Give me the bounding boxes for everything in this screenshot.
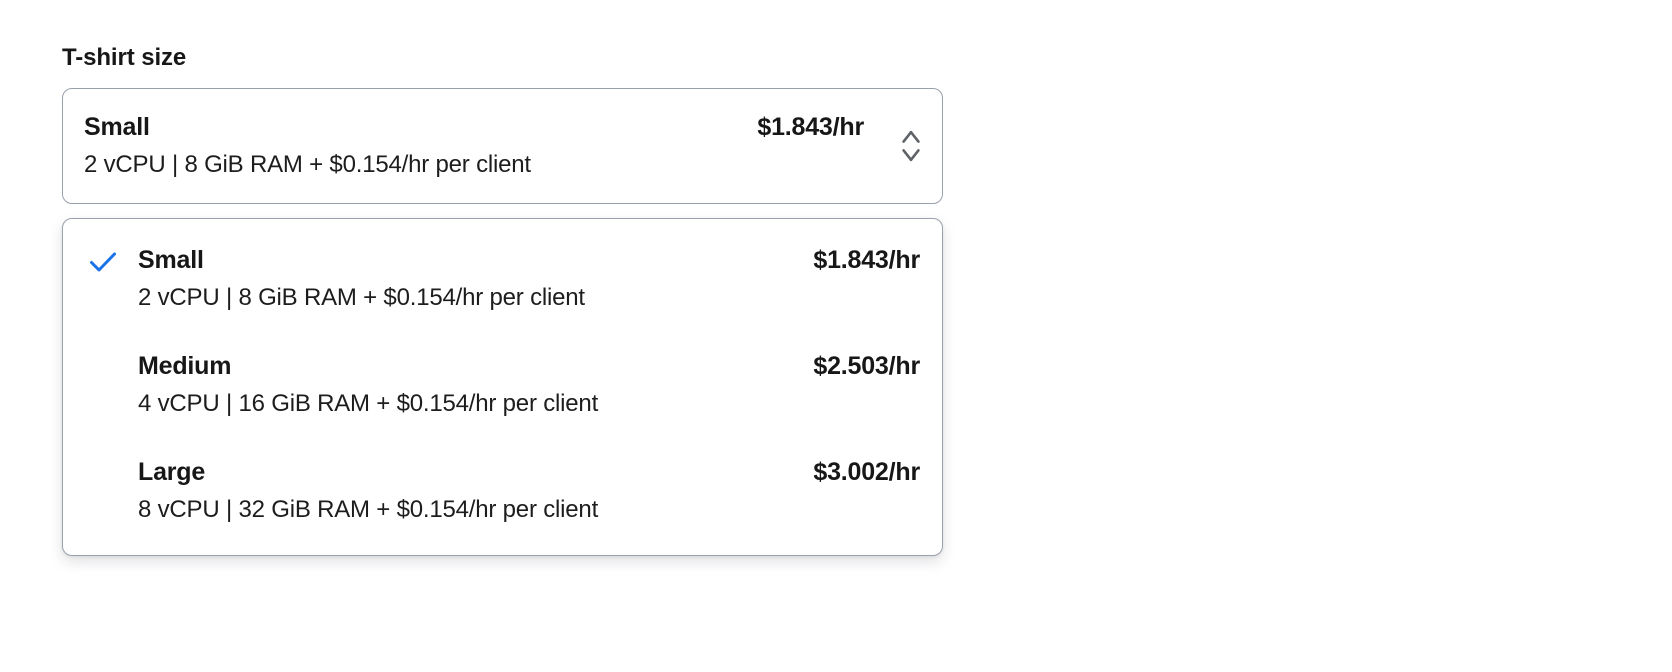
option-description: 8 vCPU | 32 GiB RAM + $0.154/hr per clie… xyxy=(138,496,599,523)
option-name: Large xyxy=(138,458,206,486)
option-description: 4 vCPU | 16 GiB RAM + $0.154/hr per clie… xyxy=(138,390,599,417)
selected-option-name: Small xyxy=(84,113,150,141)
selected-option-description: 2 vCPU | 8 GiB RAM + $0.154/hr per clien… xyxy=(84,151,531,178)
dropdown-option-small[interactable]: Small $1.843/hr 2 vCPU | 8 GiB RAM + $0.… xyxy=(84,245,920,313)
option-name: Small xyxy=(138,246,204,274)
select-trigger-row: Small $1.843/hr xyxy=(84,112,920,142)
dropdown-panel: Small $1.843/hr 2 vCPU | 8 GiB RAM + $0.… xyxy=(62,218,943,556)
option-price: $2.503/hr xyxy=(813,352,920,380)
option-row: Large $3.002/hr xyxy=(138,457,920,487)
option-price: $3.002/hr xyxy=(813,458,920,486)
check-icon xyxy=(90,252,116,272)
option-row: Medium $2.503/hr xyxy=(138,351,920,381)
field-label: T-shirt size xyxy=(62,44,187,71)
option-price: $1.843/hr xyxy=(813,246,920,274)
option-name: Medium xyxy=(138,352,232,380)
dropdown-option-medium[interactable]: Medium $2.503/hr 4 vCPU | 16 GiB RAM + $… xyxy=(84,351,920,419)
option-row: Small $1.843/hr xyxy=(138,245,920,275)
option-description: 2 vCPU | 8 GiB RAM + $0.154/hr per clien… xyxy=(138,284,585,311)
dropdown-option-large[interactable]: Large $3.002/hr 8 vCPU | 32 GiB RAM + $0… xyxy=(84,457,920,525)
t-shirt-size-selector: T-shirt size Small $1.843/hr 2 vCPU | 8 … xyxy=(62,44,962,556)
selected-option-price: $1.843/hr xyxy=(757,113,864,141)
stepper-up-down-icon[interactable] xyxy=(900,129,922,163)
select-trigger[interactable]: Small $1.843/hr 2 vCPU | 8 GiB RAM + $0.… xyxy=(62,88,943,204)
